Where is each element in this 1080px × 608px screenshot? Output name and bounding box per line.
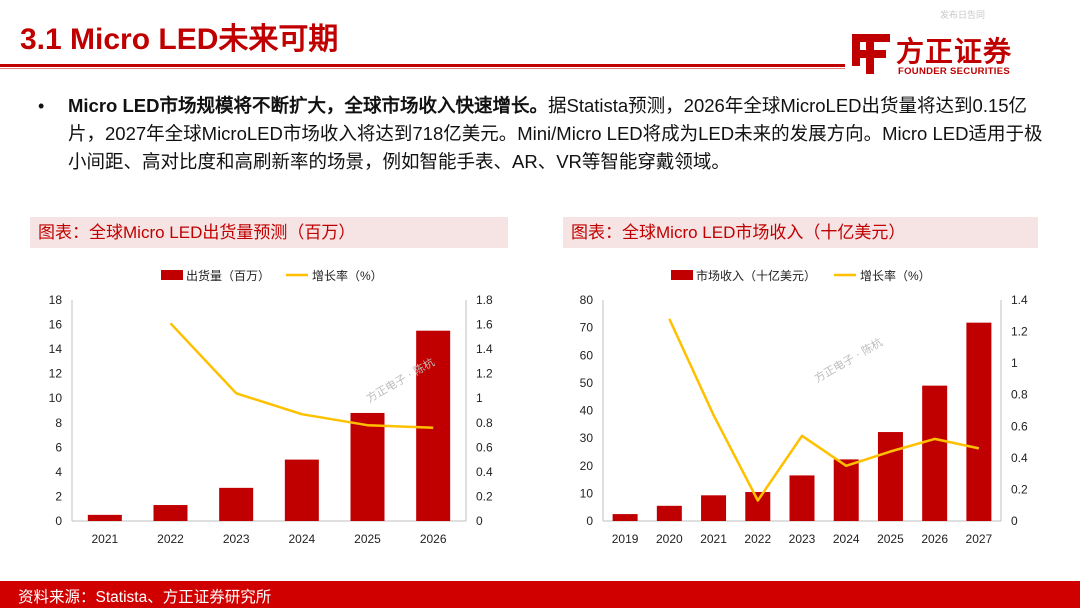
slide-title: 3.1 Micro LED未来可期 bbox=[20, 23, 339, 56]
bullet-dot: • bbox=[38, 96, 45, 116]
x-axis-tick-label: 2021 bbox=[700, 532, 727, 546]
bar bbox=[877, 432, 903, 521]
right-axis-tick-label: 0.8 bbox=[1011, 388, 1028, 402]
chart-panel-shipments: 图表：全球Micro LED出货量预测（百万） 出货量（百万） 增长率（%） 0 2 4… bbox=[30, 217, 510, 577]
right-axis-tick-label: 0.2 bbox=[1011, 482, 1028, 496]
logo-subtitle: FOUNDER SECURITIES bbox=[898, 66, 1011, 77]
left-axis-tick-label: 18 bbox=[49, 293, 63, 307]
right-axis-tick-label: 1.6 bbox=[476, 318, 493, 332]
x-axis-tick-label: 2022 bbox=[744, 532, 771, 546]
bar bbox=[219, 487, 254, 521]
bar bbox=[350, 412, 385, 521]
title-rule-thin bbox=[0, 68, 845, 69]
legend-label-line: 增长率（%） bbox=[312, 268, 383, 283]
growth-rate-line bbox=[668, 318, 980, 502]
source-note: 资料来源：Statista、方正证券研究所 bbox=[18, 589, 272, 606]
right-axis-tick-label: 1.2 bbox=[476, 367, 493, 381]
right-axis-tick-label: 0.4 bbox=[476, 465, 493, 479]
right-axis-tick-label: 1 bbox=[1011, 356, 1018, 370]
bar bbox=[656, 505, 682, 521]
bullet-paragraph: • Micro LED市场规模将不断扩大，全球市场收入快速增长。据Statist… bbox=[38, 92, 1048, 176]
left-axis-tick-label: 10 bbox=[580, 486, 594, 500]
left-axis-tick-label: 8 bbox=[55, 416, 62, 430]
bar bbox=[284, 459, 319, 521]
bar bbox=[153, 505, 188, 521]
left-axis-tick-label: 0 bbox=[586, 514, 593, 528]
legend-swatch-bar bbox=[161, 270, 183, 280]
x-axis-tick-label: 2024 bbox=[833, 532, 860, 546]
left-axis-tick-label: 20 bbox=[580, 459, 594, 473]
x-axis-tick-label: 2023 bbox=[789, 532, 816, 546]
shipments-chart: 出货量（百万） 增长率（%） 0 2 4 6 8 10 12 14 16 18 0 0.2 0.4 0.6 0.… bbox=[49, 268, 493, 546]
left-axis-tick-label: 70 bbox=[580, 321, 594, 335]
bar bbox=[87, 514, 122, 521]
right-axis-tick-label: 0.6 bbox=[1011, 419, 1028, 433]
bar bbox=[789, 475, 815, 521]
bar bbox=[612, 514, 638, 521]
right-axis-tick-label: 1 bbox=[476, 391, 483, 405]
right-axis-tick-label: 0 bbox=[1011, 514, 1018, 528]
right-axis-tick-label: 0.2 bbox=[476, 489, 493, 503]
legend-label-line: 增长率（%） bbox=[860, 268, 931, 283]
x-axis-tick-label: 2025 bbox=[354, 532, 381, 546]
growth-rate-line bbox=[169, 322, 434, 429]
left-axis-tick-label: 0 bbox=[55, 514, 62, 528]
legend-label-bar: 市场收入（十亿美元） bbox=[696, 268, 816, 283]
chart-caption: 图表：全球Micro LED出货量预测（百万） bbox=[30, 217, 508, 248]
left-axis-tick-label: 80 bbox=[580, 293, 594, 307]
right-axis-tick-label: 0.8 bbox=[476, 416, 493, 430]
x-axis-tick-label: 2022 bbox=[157, 532, 184, 546]
right-axis-tick-label: 1.4 bbox=[476, 342, 493, 356]
revenue-chart: 市场收入（十亿美元） 增长率（%） 0 10 20 30 40 50 60 70 80 0 0.2 0.4… bbox=[580, 268, 1028, 546]
left-axis-tick-label: 50 bbox=[580, 376, 594, 390]
bar bbox=[745, 491, 771, 521]
x-axis-tick-label: 2019 bbox=[612, 532, 639, 546]
left-axis-tick-label: 6 bbox=[55, 440, 62, 454]
x-axis-tick-label: 2020 bbox=[656, 532, 683, 546]
logo-name: 方正证券 bbox=[896, 36, 1013, 67]
right-axis-tick-label: 0.4 bbox=[1011, 451, 1028, 465]
bar bbox=[966, 322, 992, 521]
x-axis-tick-label: 2021 bbox=[91, 532, 118, 546]
legend-label-bar: 出货量（百万） bbox=[186, 268, 270, 283]
bar bbox=[922, 385, 948, 521]
right-axis-tick-label: 1.2 bbox=[1011, 325, 1028, 339]
founder-logo-icon bbox=[852, 34, 890, 74]
bullet-bold-text: Micro LED市场规模将不断扩大，全球市场收入快速增长。 bbox=[68, 95, 548, 116]
left-axis-tick-label: 16 bbox=[49, 318, 63, 332]
chart-caption: 图表：全球Micro LED市场收入（十亿美元） bbox=[563, 217, 1038, 248]
left-axis-tick-label: 60 bbox=[580, 348, 594, 362]
x-axis-tick-label: 2026 bbox=[420, 532, 447, 546]
left-axis-tick-label: 10 bbox=[49, 391, 63, 405]
right-axis-tick-label: 1.4 bbox=[1011, 293, 1028, 307]
x-axis-tick-label: 2023 bbox=[223, 532, 250, 546]
bar bbox=[701, 495, 727, 521]
corner-note: 发布日告同 bbox=[940, 10, 986, 20]
right-axis-tick-label: 1.8 bbox=[476, 293, 493, 307]
bar bbox=[833, 459, 859, 521]
x-axis-tick-label: 2025 bbox=[877, 532, 904, 546]
bullet-body-text: 据Statista预测，2026年全球MicroLED出货量将达到0.15亿片，… bbox=[68, 95, 1043, 172]
footer-bar: 资料来源：Statista、方正证券研究所 bbox=[0, 581, 1080, 608]
left-axis-tick-label: 30 bbox=[580, 431, 594, 445]
x-axis-tick-label: 2027 bbox=[966, 532, 993, 546]
right-axis-tick-label: 0.6 bbox=[476, 440, 493, 454]
x-axis-tick-label: 2026 bbox=[921, 532, 948, 546]
legend-swatch-bar bbox=[671, 270, 693, 280]
title-rule bbox=[0, 64, 845, 67]
brand-logo: 方正证券 FOUNDER SECURITIES bbox=[846, 30, 1036, 78]
right-axis-tick-label: 0 bbox=[476, 514, 483, 528]
left-axis-tick-label: 14 bbox=[49, 342, 63, 356]
bar bbox=[416, 330, 451, 521]
chart-panel-revenue: 图表：全球Micro LED市场收入（十亿美元） 市场收入（十亿美元） 增长率（%… bbox=[563, 217, 1040, 577]
x-axis-tick-label: 2024 bbox=[288, 532, 315, 546]
left-axis-tick-label: 40 bbox=[580, 404, 594, 418]
left-axis-tick-label: 4 bbox=[55, 465, 62, 479]
left-axis-tick-label: 12 bbox=[49, 367, 63, 381]
left-axis-tick-label: 2 bbox=[55, 489, 62, 503]
